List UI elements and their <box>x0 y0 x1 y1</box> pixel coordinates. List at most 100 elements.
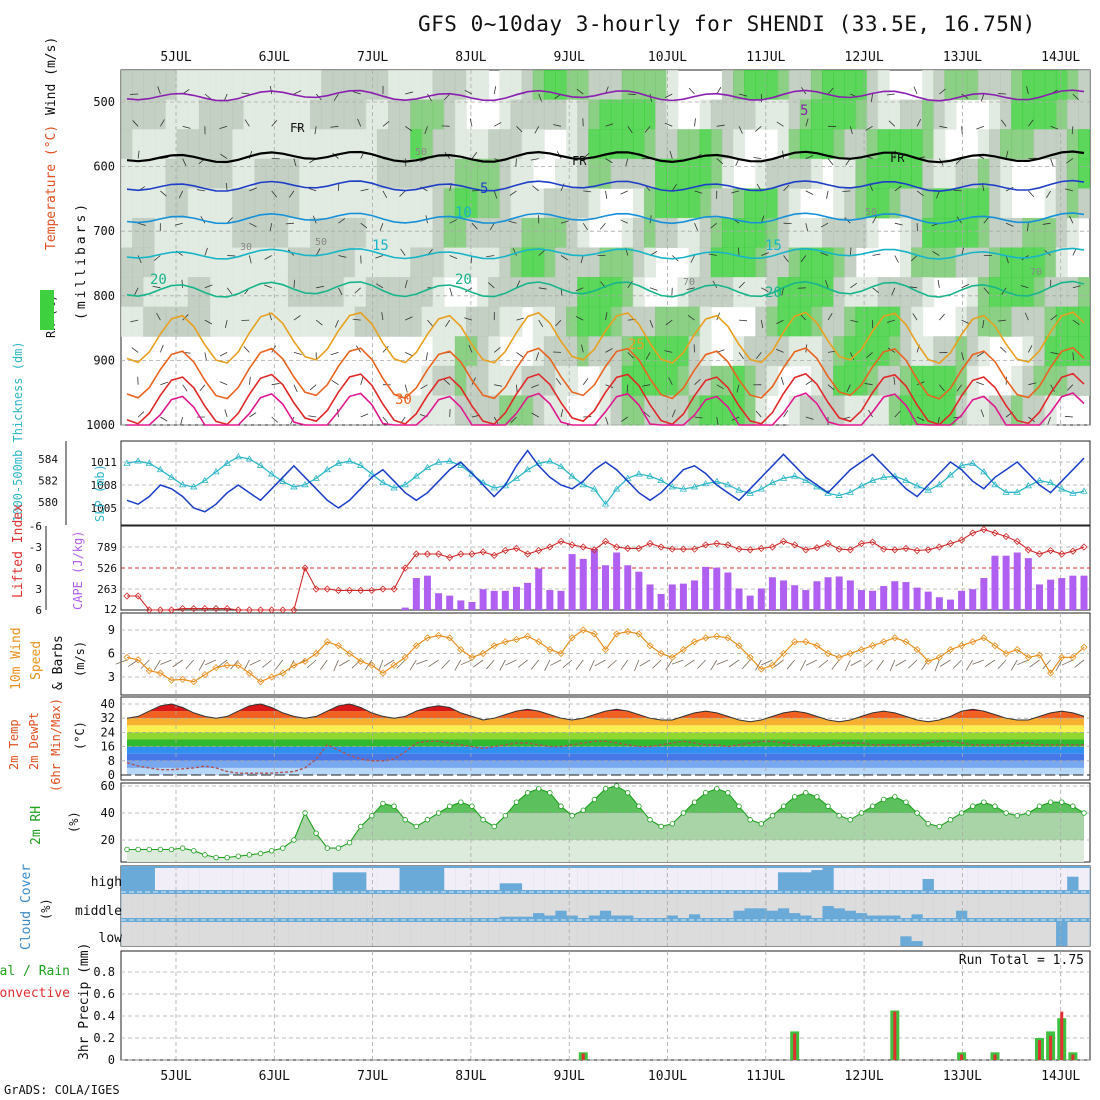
rh-cell <box>510 277 523 308</box>
rh-cell <box>143 158 156 189</box>
li-point <box>134 592 142 600</box>
precip-convective-bar <box>793 1033 797 1060</box>
rh-cell <box>432 247 445 278</box>
cloud-bar <box>510 916 523 918</box>
rh-cell <box>121 217 133 248</box>
cloud-bar <box>566 915 578 918</box>
thickness-point <box>457 461 465 468</box>
rh-cell <box>833 188 846 219</box>
cloud-bar <box>878 915 890 918</box>
cloud-gap <box>499 922 511 946</box>
wind-barb <box>160 344 164 353</box>
wind-barb <box>516 280 521 288</box>
wind-barb <box>555 319 562 327</box>
wind-barb <box>864 383 873 386</box>
rh-cell <box>287 277 300 308</box>
rh-cell <box>221 129 234 160</box>
rh-point <box>302 810 308 816</box>
rh-cell <box>210 247 223 278</box>
rh-cell <box>1055 217 1068 248</box>
rh-cell <box>521 158 534 189</box>
thickness-point <box>1080 487 1088 494</box>
rh-point <box>213 854 219 861</box>
wind-barb <box>738 93 747 97</box>
rh-cell <box>899 395 912 426</box>
rh-point <box>847 817 854 823</box>
rh-cell <box>1066 336 1079 367</box>
li-point <box>668 545 676 553</box>
cape-ylabel: CAPE (J/kg) <box>71 531 85 610</box>
rh-cell <box>399 188 412 219</box>
cape-bar <box>1047 579 1055 610</box>
cloud-gap <box>321 894 333 918</box>
wind-barb <box>360 413 369 418</box>
legend-total-rain: Total / Rain <box>0 964 70 979</box>
cloud-gap <box>232 922 244 946</box>
rh-cell <box>1044 395 1057 426</box>
wind-barb <box>226 217 233 224</box>
rh-cell <box>254 99 267 130</box>
rh-cell <box>410 188 423 219</box>
rh-cell <box>354 306 367 337</box>
rh-cell <box>232 306 245 337</box>
cloud-gap <box>800 922 812 946</box>
rh-cell <box>465 395 478 426</box>
rh-cell <box>1055 247 1068 278</box>
rh-cell <box>1022 247 1035 278</box>
rh-cell <box>844 365 857 396</box>
wind-barb <box>627 281 633 289</box>
wind10m-barb <box>460 659 473 666</box>
wind-barb <box>694 118 696 127</box>
rh-cell <box>755 247 768 278</box>
rh-cell <box>1022 365 1035 396</box>
cloud-gap <box>232 894 244 918</box>
rh-cell <box>254 70 267 101</box>
cloud-bar <box>499 883 511 890</box>
thickness-point <box>279 477 287 484</box>
rh-cell <box>810 158 823 189</box>
rh-contour-label: 50 <box>315 237 327 248</box>
cape-tick-label: 263 <box>97 583 117 596</box>
cloud-gap <box>1000 868 1012 890</box>
date-label-top: 9JUL <box>554 50 585 65</box>
rh-cell <box>755 277 768 308</box>
wind-barb <box>468 344 473 353</box>
rh-cell <box>599 336 612 367</box>
rh-cell <box>733 217 746 248</box>
rh-cell <box>988 247 1001 278</box>
rh-cell <box>1066 306 1079 337</box>
cape-bar <box>991 555 999 610</box>
cloud-gap <box>744 894 756 909</box>
rh-cell <box>877 277 890 308</box>
wind10m-barb <box>115 659 128 665</box>
rh-point <box>246 852 253 858</box>
rh-cell <box>443 306 456 337</box>
rh-cell <box>988 277 1001 308</box>
cloud-gap <box>266 922 278 946</box>
rh-cell <box>132 217 145 248</box>
cape-bar <box>401 607 409 610</box>
cloud-gap <box>366 922 378 946</box>
wind-barb <box>404 125 412 132</box>
li-point <box>435 550 443 558</box>
thickness-point <box>835 491 843 498</box>
precip-convective-bar <box>1060 1011 1064 1060</box>
rh-cell <box>421 158 434 189</box>
rh-band <box>127 813 1084 840</box>
wind-barb <box>1000 119 1007 127</box>
rh-cell <box>232 188 245 219</box>
rh-cell <box>844 70 857 101</box>
cloud-bar <box>588 915 600 918</box>
thickness-point <box>757 485 765 492</box>
wind-barb <box>531 384 539 388</box>
thickness-point <box>390 484 398 491</box>
thickness-point <box>167 473 176 480</box>
rh-cell <box>365 217 378 248</box>
wind10m-point <box>746 653 754 661</box>
thickness-tick-label: 584 <box>38 453 58 466</box>
rh-cell <box>488 277 501 308</box>
cloud-gap <box>1022 894 1034 918</box>
cloud-gap <box>599 868 612 890</box>
wind-barb <box>271 383 280 386</box>
wind-barb <box>338 218 346 224</box>
